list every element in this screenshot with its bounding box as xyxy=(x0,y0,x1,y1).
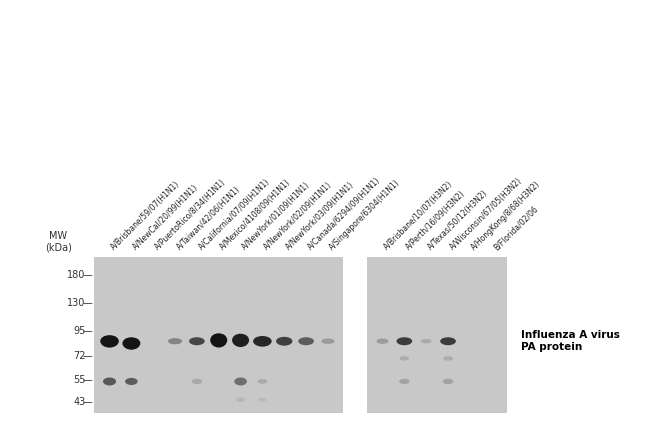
Text: A/NewCal/20/99(H1N1): A/NewCal/20/99(H1N1) xyxy=(131,183,200,252)
Ellipse shape xyxy=(168,338,182,344)
Text: A/NewYork/02/09(H1N1): A/NewYork/02/09(H1N1) xyxy=(263,181,334,252)
Ellipse shape xyxy=(440,337,456,345)
Ellipse shape xyxy=(103,378,116,386)
Text: 55: 55 xyxy=(73,375,86,385)
Text: MW
(kDa): MW (kDa) xyxy=(45,231,72,253)
Text: A/HongKong/8/68(H3N2): A/HongKong/8/68(H3N2) xyxy=(470,179,543,252)
Text: —: — xyxy=(83,375,92,385)
Ellipse shape xyxy=(125,378,138,385)
Text: A/Taiwan/42/06(H1N1): A/Taiwan/42/06(H1N1) xyxy=(175,185,242,252)
Ellipse shape xyxy=(189,337,205,345)
Text: A/PuertoRico/8/34(H1N1): A/PuertoRico/8/34(H1N1) xyxy=(153,178,228,252)
Ellipse shape xyxy=(253,336,272,346)
Ellipse shape xyxy=(258,398,266,401)
Text: A/Singapore/6304(H1N1): A/Singapore/6304(H1N1) xyxy=(328,178,402,252)
Text: —: — xyxy=(83,397,92,407)
Text: 180: 180 xyxy=(68,269,86,280)
Text: 72: 72 xyxy=(73,351,86,361)
Ellipse shape xyxy=(443,356,453,361)
Ellipse shape xyxy=(210,333,228,347)
Ellipse shape xyxy=(443,379,453,384)
Ellipse shape xyxy=(400,356,410,361)
Text: —: — xyxy=(83,326,92,336)
Text: A/Canada/6294/09(H1N1): A/Canada/6294/09(H1N1) xyxy=(306,176,382,252)
Ellipse shape xyxy=(234,378,247,386)
Text: A/Texas/50/12(H3N2): A/Texas/50/12(H3N2) xyxy=(426,189,489,252)
Text: Influenza A virus
PA protein: Influenza A virus PA protein xyxy=(521,330,619,352)
Text: 130: 130 xyxy=(68,298,86,309)
Ellipse shape xyxy=(232,334,249,347)
Text: B/Florida/02/06: B/Florida/02/06 xyxy=(491,204,540,252)
Text: A/California/07/09(H1N1): A/California/07/09(H1N1) xyxy=(197,177,272,252)
Text: —: — xyxy=(83,298,92,309)
Ellipse shape xyxy=(321,338,335,344)
Text: A/Wisconsin/67/05(H3N2): A/Wisconsin/67/05(H3N2) xyxy=(448,176,524,252)
Ellipse shape xyxy=(396,337,412,345)
Ellipse shape xyxy=(257,379,267,384)
Ellipse shape xyxy=(122,337,140,350)
Text: 95: 95 xyxy=(73,326,86,336)
Bar xyxy=(343,255,367,421)
Text: —: — xyxy=(83,269,92,280)
Ellipse shape xyxy=(376,338,389,344)
Text: A/NewYork/03/09(H1N1): A/NewYork/03/09(H1N1) xyxy=(284,180,356,252)
Text: A/Brisbane/59/07(H1N1): A/Brisbane/59/07(H1N1) xyxy=(110,179,182,252)
Ellipse shape xyxy=(100,335,119,348)
Ellipse shape xyxy=(192,379,202,384)
Ellipse shape xyxy=(399,379,410,384)
Ellipse shape xyxy=(298,337,314,345)
Text: A/Brisbane/10/07(H3N2): A/Brisbane/10/07(H3N2) xyxy=(382,179,455,252)
Text: —: — xyxy=(83,351,92,361)
Ellipse shape xyxy=(421,339,432,344)
Text: A/Perth/16/09(H3N2): A/Perth/16/09(H3N2) xyxy=(404,189,467,252)
Ellipse shape xyxy=(236,397,245,402)
Text: A/NewYork/01/09(H1N1): A/NewYork/01/09(H1N1) xyxy=(240,181,312,252)
Ellipse shape xyxy=(276,337,292,346)
Text: A/Mexico/4108/09(H1N1): A/Mexico/4108/09(H1N1) xyxy=(219,178,292,252)
Text: 43: 43 xyxy=(73,397,86,407)
